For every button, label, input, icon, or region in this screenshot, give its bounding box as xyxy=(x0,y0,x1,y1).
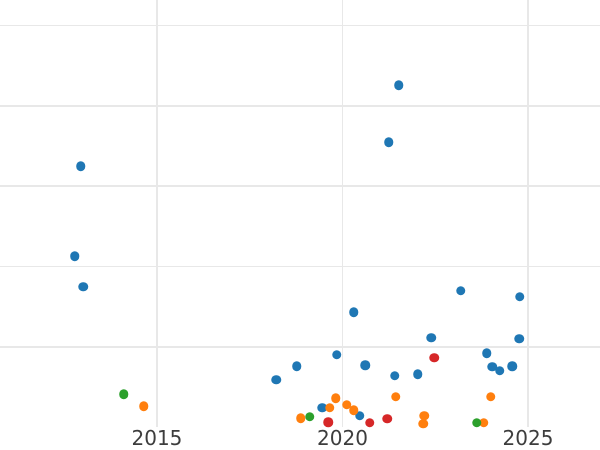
data-point-green xyxy=(472,418,482,428)
data-point-orange xyxy=(418,419,428,429)
data-point-orange xyxy=(479,418,489,428)
data-point-blue xyxy=(514,333,524,344)
data-point-blue xyxy=(332,350,342,360)
data-point-orange xyxy=(391,391,401,402)
data-point-orange xyxy=(296,413,306,423)
data-point-orange xyxy=(325,402,335,413)
gridline-vertical xyxy=(527,0,529,427)
data-point-blue xyxy=(76,161,86,171)
data-point-blue xyxy=(271,374,281,385)
gridline-horizontal xyxy=(0,345,600,348)
data-point-red xyxy=(323,417,333,427)
data-point-blue xyxy=(355,411,365,421)
data-point-blue xyxy=(507,361,517,371)
data-point-blue xyxy=(390,370,400,381)
data-point-orange xyxy=(331,393,341,403)
x-tick-label: 2025 xyxy=(502,426,554,450)
data-point-blue xyxy=(426,333,436,343)
x-tick-label: 2020 xyxy=(317,426,368,450)
data-point-orange xyxy=(419,411,429,421)
data-point-red xyxy=(365,418,375,428)
data-point-blue xyxy=(292,361,302,371)
gridline-horizontal xyxy=(0,265,600,268)
data-point-blue xyxy=(456,285,466,296)
data-point-orange xyxy=(486,391,496,402)
data-point-blue xyxy=(384,137,394,147)
data-point-blue xyxy=(349,307,359,317)
data-point-blue xyxy=(70,251,80,261)
data-point-blue xyxy=(495,366,505,376)
gridline-horizontal xyxy=(0,105,600,107)
data-point-blue xyxy=(78,281,88,292)
data-point-blue xyxy=(360,360,370,370)
data-point-green xyxy=(305,411,315,422)
gridline-vertical xyxy=(341,0,344,427)
data-point-orange xyxy=(139,401,149,411)
data-point-orange xyxy=(342,399,352,410)
data-point-green xyxy=(119,389,129,399)
data-point-blue xyxy=(413,369,423,379)
gridline-vertical xyxy=(156,0,158,427)
data-point-orange xyxy=(349,405,359,415)
data-point-red xyxy=(429,353,439,363)
data-point-blue xyxy=(487,362,497,372)
x-tick-label: 2015 xyxy=(131,426,183,450)
gridline-horizontal xyxy=(0,185,600,187)
data-point-blue xyxy=(394,80,404,90)
gridline-horizontal xyxy=(0,24,600,27)
data-point-blue xyxy=(482,348,492,358)
data-point-blue xyxy=(515,292,525,302)
data-point-red xyxy=(382,414,392,424)
data-point-blue xyxy=(317,402,327,413)
